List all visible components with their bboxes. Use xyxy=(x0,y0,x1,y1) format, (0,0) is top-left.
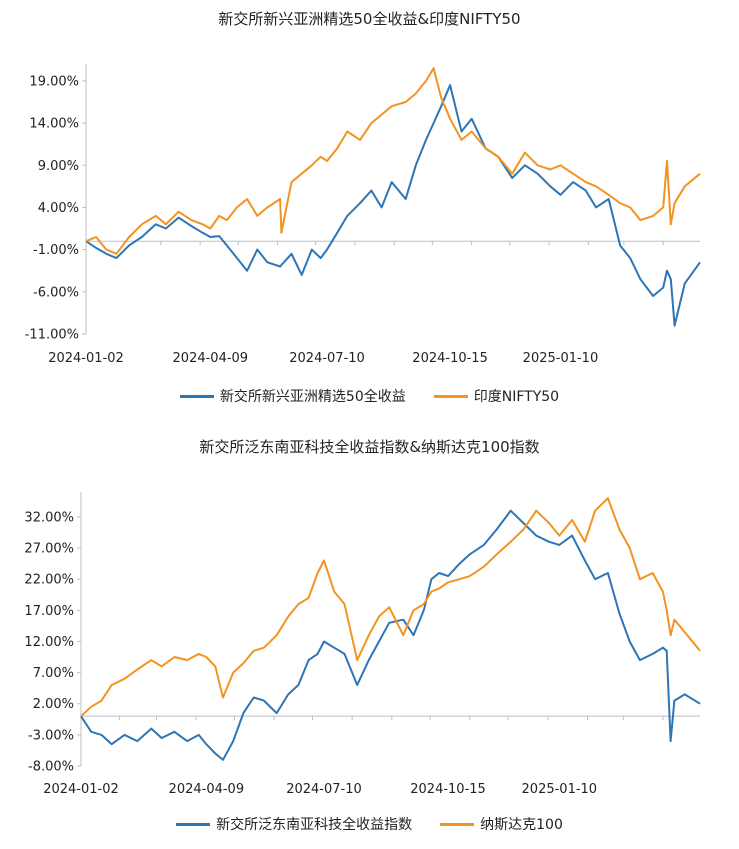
y-tick-label: -11.00% xyxy=(25,328,79,343)
series-line-2 xyxy=(80,497,701,717)
x-tick-label: 2024-07-10 xyxy=(289,351,365,366)
y-tick-label: -8.00% xyxy=(28,760,74,775)
x-tick-label: 2024-01-02 xyxy=(48,351,124,366)
chart-2-title: 新交所泛东南亚科技全收益指数&纳斯达克100指数 xyxy=(199,438,540,456)
x-tick-label: 2024-04-09 xyxy=(173,351,249,366)
chart-2-legend-label-2: 纳斯达克100 xyxy=(480,817,563,833)
y-tick-label: 7.00% xyxy=(33,666,74,681)
x-tick-label: 2025-01-10 xyxy=(522,782,598,797)
chart-2-legend-label-1: 新交所泛东南亚科技全收益指数 xyxy=(216,817,413,833)
legend-swatch-blue xyxy=(176,822,211,826)
y-tick-label: 9.00% xyxy=(38,159,79,174)
y-tick-label: -6.00% xyxy=(33,285,79,300)
chart-1-legend-label-2: 印度NIFTY50 xyxy=(473,389,560,405)
chart-1-legend: 新交所新兴亚洲精选50全收益 印度NIFTY50 xyxy=(0,386,739,406)
y-tick-label: 19.00% xyxy=(29,74,79,89)
y-tick-label: 12.00% xyxy=(24,635,74,650)
chart-2-plot: -8.00% -3.00% 2.00% 7.00% 12.00% 17.00% 22.00%… xyxy=(24,492,701,797)
chart-1-legend-item-2: 印度NIFTY50 xyxy=(433,386,560,406)
chart-1: 新交所新兴亚洲精选50全收益&印度NIFTY50 -11.00% -6.00% -1… xyxy=(0,0,739,420)
chart-1-legend-item-1: 新交所新兴亚洲精选50全收益 xyxy=(179,386,406,406)
chart-2-legend-item-2: 纳斯达克100 xyxy=(440,814,563,834)
x-tick-label: 2024-04-09 xyxy=(169,782,245,797)
chart-2-legend: 新交所泛东南亚科技全收益指数 纳斯达克100 xyxy=(0,814,739,834)
legend-swatch-blue xyxy=(179,394,214,398)
y-tick-label: 2.00% xyxy=(33,697,74,712)
chart-1-title: 新交所新兴亚洲精选50全收益&印度NIFTY50 xyxy=(218,10,521,28)
y-tick-label: -3.00% xyxy=(28,728,74,743)
series-line-2 xyxy=(85,67,701,255)
y-tick-label: 27.00% xyxy=(24,542,74,557)
x-tick-label: 2024-10-15 xyxy=(410,782,486,797)
series-line-1 xyxy=(80,509,701,761)
x-tick-label: 2024-10-15 xyxy=(412,351,488,366)
chart-2: 新交所泛东南亚科技全收益指数&纳斯达克100指数 -8.00% -3.00% 2.0… xyxy=(0,428,739,849)
y-tick-label: 32.00% xyxy=(24,510,74,525)
y-tick-label: 22.00% xyxy=(24,573,74,588)
legend-swatch-orange xyxy=(433,394,468,398)
series-line-1 xyxy=(85,84,701,327)
y-tick-label: 4.00% xyxy=(38,201,79,216)
chart-1-legend-label-1: 新交所新兴亚洲精选50全收益 xyxy=(219,389,406,405)
chart-2-legend-item-1: 新交所泛东南亚科技全收益指数 xyxy=(176,814,412,834)
y-tick-label: 17.00% xyxy=(24,604,74,619)
legend-swatch-orange xyxy=(440,822,475,826)
x-tick-label: 2024-01-02 xyxy=(43,782,119,797)
x-tick-label: 2025-01-10 xyxy=(523,351,599,366)
chart-1-plot: -11.00% -6.00% -1.00% 4.00% 9.00% 14.00% 19.00… xyxy=(25,64,701,366)
x-tick-label: 2024-07-10 xyxy=(286,782,362,797)
y-tick-label: -1.00% xyxy=(33,243,79,258)
y-tick-label: 14.00% xyxy=(29,117,79,132)
